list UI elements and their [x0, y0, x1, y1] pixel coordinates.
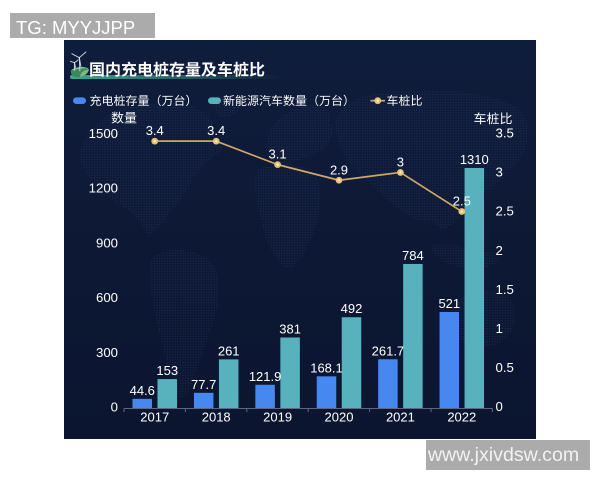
svg-text:381: 381	[279, 321, 301, 336]
svg-text:300: 300	[96, 345, 118, 360]
svg-text:2: 2	[496, 243, 503, 258]
svg-text:3: 3	[496, 165, 503, 180]
svg-text:3.5: 3.5	[496, 126, 514, 141]
svg-text:2.9: 2.9	[330, 162, 348, 177]
svg-text:77.7: 77.7	[191, 377, 216, 392]
svg-text:153: 153	[156, 363, 178, 378]
svg-text:1.5: 1.5	[496, 282, 514, 297]
svg-text:2.5: 2.5	[496, 204, 514, 219]
svg-text:1200: 1200	[89, 181, 118, 196]
svg-text:44.6: 44.6	[130, 383, 155, 398]
svg-text:2020: 2020	[325, 410, 354, 425]
svg-text:492: 492	[341, 301, 363, 316]
svg-text:784: 784	[402, 248, 424, 263]
svg-text:3.4: 3.4	[146, 123, 164, 138]
svg-text:0: 0	[111, 400, 118, 415]
svg-text:2018: 2018	[202, 410, 231, 425]
svg-text:2.5: 2.5	[453, 194, 471, 209]
svg-text:168.1: 168.1	[310, 360, 343, 375]
svg-text:0: 0	[496, 399, 503, 414]
svg-text:3.1: 3.1	[269, 147, 287, 162]
svg-text:2017: 2017	[140, 410, 169, 425]
svg-text:900: 900	[96, 235, 118, 250]
svg-text:1: 1	[496, 321, 503, 336]
svg-text:1310: 1310	[460, 152, 489, 167]
svg-text:600: 600	[96, 290, 118, 305]
svg-text:521: 521	[438, 296, 460, 311]
svg-text:3: 3	[397, 154, 404, 169]
svg-text:1500: 1500	[89, 126, 118, 141]
svg-text:261.7: 261.7	[372, 343, 405, 358]
svg-text:2021: 2021	[386, 410, 415, 425]
svg-text:261: 261	[218, 343, 240, 358]
svg-text:3.4: 3.4	[207, 123, 225, 138]
svg-text:121.9: 121.9	[249, 369, 282, 384]
svg-text:2019: 2019	[263, 410, 292, 425]
svg-text:0.5: 0.5	[496, 360, 514, 375]
svg-text:2022: 2022	[447, 410, 476, 425]
